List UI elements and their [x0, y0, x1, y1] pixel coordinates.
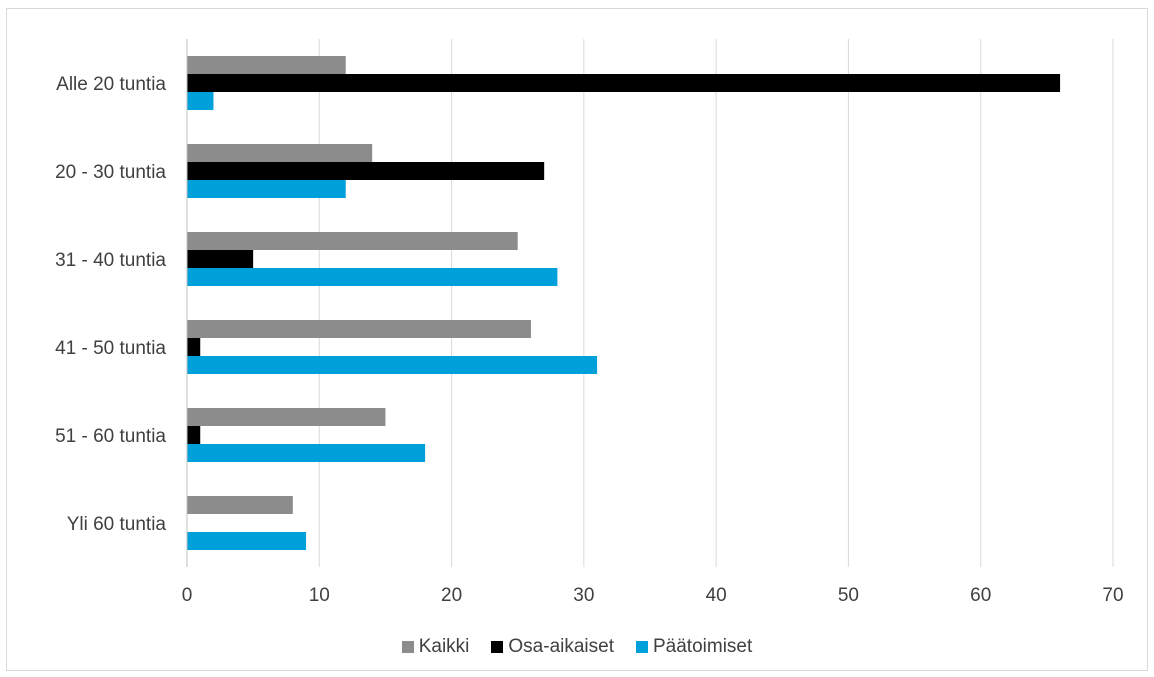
bar-p-toimiset-0 — [187, 92, 214, 110]
bar-p-toimiset-3 — [187, 356, 598, 374]
x-tick-label: 20 — [441, 585, 462, 606]
x-tick-label: 10 — [309, 585, 330, 606]
legend-item-paatoimiset: Päätoimiset — [636, 636, 752, 658]
x-tick-label: 60 — [970, 585, 991, 606]
bar-kaikki-4 — [187, 408, 386, 426]
legend-label-kaikki: Kaikki — [418, 636, 470, 657]
bar-kaikki-5 — [187, 496, 293, 514]
bar-osa-aikaiset-4 — [187, 426, 201, 444]
legend-swatch-kaikki — [401, 641, 414, 653]
bar-kaikki-3 — [187, 320, 531, 338]
bar-kaikki-1 — [187, 144, 373, 162]
bar-kaikki-0 — [187, 56, 346, 74]
bar-p-toimiset-4 — [187, 444, 426, 462]
x-tick-label: 40 — [706, 585, 727, 606]
category-label: Yli 60 tuntia — [67, 514, 167, 535]
bar-p-toimiset-1 — [187, 180, 346, 198]
bar-kaikki-2 — [187, 232, 518, 250]
legend-label-osa-aikaiset: Osa-aikaiset — [508, 636, 614, 657]
x-tick-label: 0 — [182, 585, 193, 606]
bars — [187, 56, 1061, 550]
category-label: 41 - 50 tuntia — [55, 338, 166, 359]
gridlines — [318, 39, 1114, 567]
bar-p-toimiset-5 — [187, 532, 307, 550]
category-label: Alle 20 tuntia — [56, 74, 166, 95]
axes: 0 10 20 30 40 50 60 70 Alle 20 tuntia 20 - 30 tun… — [55, 39, 1124, 606]
x-tick-label: 30 — [573, 585, 594, 606]
bar-osa-aikaiset-0 — [187, 74, 1061, 92]
x-tick-label: 70 — [1102, 585, 1123, 606]
legend-swatch-paatoimiset — [636, 641, 648, 653]
legend-label-paatoimiset: Päätoimiset — [653, 636, 753, 657]
category-label: 31 - 40 tuntia — [55, 250, 166, 271]
legend-item-osa-aikaiset: Osa-aikaiset — [491, 636, 614, 658]
legend: Kaikki Osa-aikaiset Päätoimiset — [0, 636, 1154, 658]
category-label: 20 - 30 tuntia — [55, 162, 166, 183]
legend-swatch-osa-aikaiset — [491, 641, 504, 653]
legend-item-kaikki: Kaikki — [401, 636, 470, 658]
category-label: 51 - 60 tuntia — [55, 426, 166, 447]
bar-osa-aikaiset-2 — [187, 250, 254, 268]
x-tick-label: 50 — [838, 585, 859, 606]
bar-osa-aikaiset-1 — [187, 162, 545, 180]
bar-osa-aikaiset-3 — [187, 338, 201, 356]
bar-p-toimiset-2 — [187, 268, 558, 286]
